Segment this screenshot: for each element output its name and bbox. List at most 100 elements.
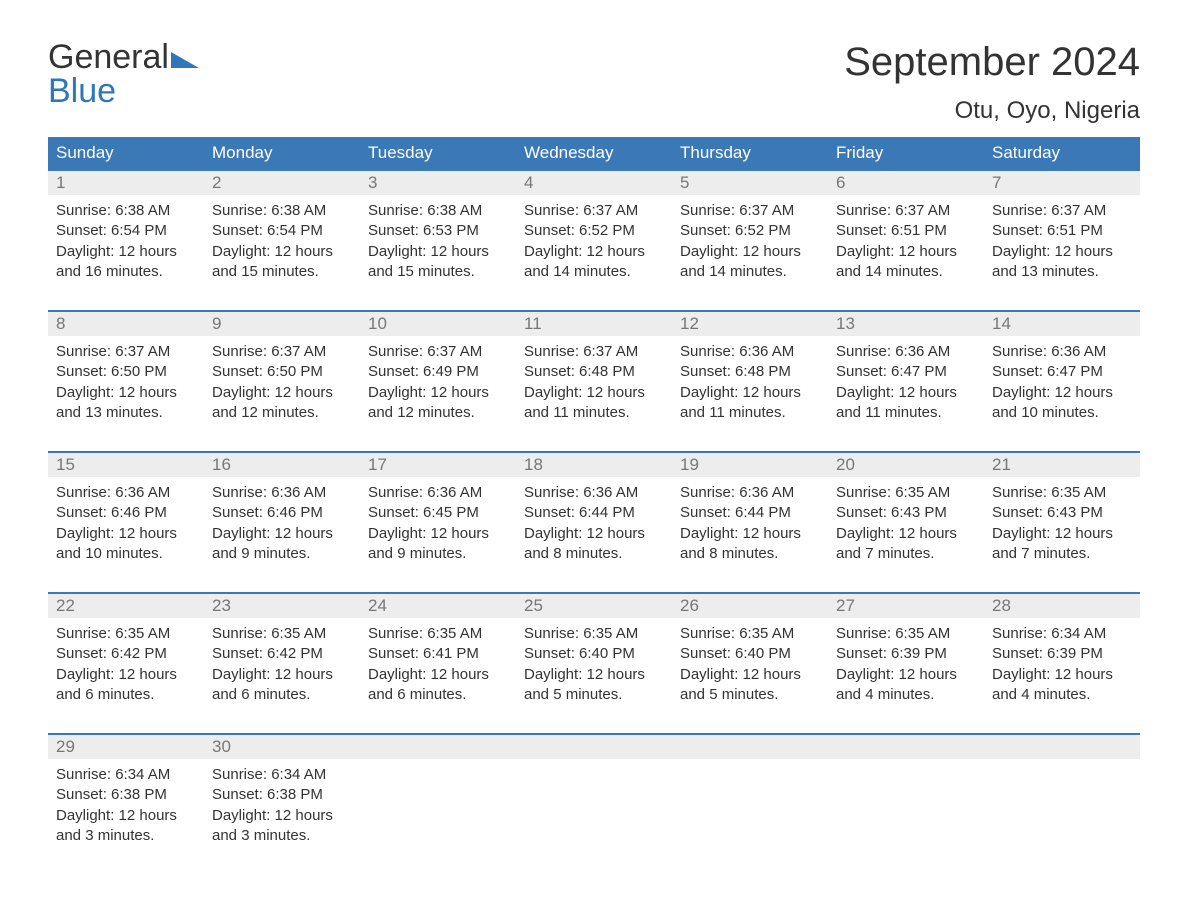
- day-body: Sunrise: 6:38 AMSunset: 6:54 PMDaylight:…: [48, 195, 204, 288]
- sunrise-text: Sunrise: 6:38 AM: [212, 201, 352, 221]
- calendar-day: [984, 735, 1140, 852]
- day-body: Sunrise: 6:36 AMSunset: 6:46 PMDaylight:…: [204, 477, 360, 570]
- day-body: Sunrise: 6:35 AMSunset: 6:41 PMDaylight:…: [360, 618, 516, 711]
- daylight-line2: and 7 minutes.: [992, 544, 1132, 564]
- calendar-day: 24Sunrise: 6:35 AMSunset: 6:41 PMDayligh…: [360, 594, 516, 711]
- daylight-line1: Daylight: 12 hours: [368, 383, 508, 403]
- daylight-line2: and 15 minutes.: [368, 262, 508, 282]
- sunrise-text: Sunrise: 6:35 AM: [680, 624, 820, 644]
- day-number: [828, 735, 984, 759]
- daylight-line2: and 9 minutes.: [212, 544, 352, 564]
- day-body: Sunrise: 6:35 AMSunset: 6:43 PMDaylight:…: [828, 477, 984, 570]
- day-body: Sunrise: 6:37 AMSunset: 6:51 PMDaylight:…: [984, 195, 1140, 288]
- day-number: 22: [48, 594, 204, 618]
- sunset-text: Sunset: 6:40 PM: [680, 644, 820, 664]
- daylight-line2: and 14 minutes.: [680, 262, 820, 282]
- sunrise-text: Sunrise: 6:37 AM: [524, 201, 664, 221]
- logo-flag-icon: [171, 40, 199, 74]
- sunrise-text: Sunrise: 6:35 AM: [836, 624, 976, 644]
- sunrise-text: Sunrise: 6:36 AM: [680, 342, 820, 362]
- day-number: 11: [516, 312, 672, 336]
- day-number: 4: [516, 171, 672, 195]
- daylight-line2: and 5 minutes.: [680, 685, 820, 705]
- day-body: Sunrise: 6:36 AMSunset: 6:44 PMDaylight:…: [516, 477, 672, 570]
- calendar-day: 15Sunrise: 6:36 AMSunset: 6:46 PMDayligh…: [48, 453, 204, 570]
- day-number: 24: [360, 594, 516, 618]
- sunset-text: Sunset: 6:46 PM: [56, 503, 196, 523]
- day-body: Sunrise: 6:34 AMSunset: 6:38 PMDaylight:…: [48, 759, 204, 852]
- calendar-day: 13Sunrise: 6:36 AMSunset: 6:47 PMDayligh…: [828, 312, 984, 429]
- sunrise-text: Sunrise: 6:35 AM: [836, 483, 976, 503]
- daylight-line2: and 14 minutes.: [524, 262, 664, 282]
- day-number: 9: [204, 312, 360, 336]
- day-number: 30: [204, 735, 360, 759]
- daylight-line1: Daylight: 12 hours: [524, 242, 664, 262]
- day-number: 3: [360, 171, 516, 195]
- day-body: Sunrise: 6:37 AMSunset: 6:49 PMDaylight:…: [360, 336, 516, 429]
- calendar-day: 18Sunrise: 6:36 AMSunset: 6:44 PMDayligh…: [516, 453, 672, 570]
- sunset-text: Sunset: 6:53 PM: [368, 221, 508, 241]
- day-body: Sunrise: 6:37 AMSunset: 6:52 PMDaylight:…: [672, 195, 828, 288]
- daylight-line1: Daylight: 12 hours: [680, 665, 820, 685]
- weekday-sunday: Sunday: [48, 137, 204, 169]
- sunset-text: Sunset: 6:40 PM: [524, 644, 664, 664]
- sunrise-text: Sunrise: 6:37 AM: [212, 342, 352, 362]
- day-number: 16: [204, 453, 360, 477]
- day-body: Sunrise: 6:36 AMSunset: 6:46 PMDaylight:…: [48, 477, 204, 570]
- daylight-line1: Daylight: 12 hours: [56, 806, 196, 826]
- calendar-day: 7Sunrise: 6:37 AMSunset: 6:51 PMDaylight…: [984, 171, 1140, 288]
- sunset-text: Sunset: 6:42 PM: [56, 644, 196, 664]
- day-body: Sunrise: 6:36 AMSunset: 6:45 PMDaylight:…: [360, 477, 516, 570]
- sunrise-text: Sunrise: 6:38 AM: [368, 201, 508, 221]
- sunrise-text: Sunrise: 6:34 AM: [56, 765, 196, 785]
- sunset-text: Sunset: 6:54 PM: [56, 221, 196, 241]
- logo-text-top: General: [48, 40, 199, 74]
- calendar-day: 20Sunrise: 6:35 AMSunset: 6:43 PMDayligh…: [828, 453, 984, 570]
- sunset-text: Sunset: 6:52 PM: [524, 221, 664, 241]
- day-number: 21: [984, 453, 1140, 477]
- calendar-day: 30Sunrise: 6:34 AMSunset: 6:38 PMDayligh…: [204, 735, 360, 852]
- weeks-host: 1Sunrise: 6:38 AMSunset: 6:54 PMDaylight…: [48, 169, 1140, 852]
- sunrise-text: Sunrise: 6:35 AM: [56, 624, 196, 644]
- daylight-line1: Daylight: 12 hours: [992, 242, 1132, 262]
- sunrise-text: Sunrise: 6:38 AM: [56, 201, 196, 221]
- day-number: [672, 735, 828, 759]
- day-number: 27: [828, 594, 984, 618]
- calendar-day: 16Sunrise: 6:36 AMSunset: 6:46 PMDayligh…: [204, 453, 360, 570]
- day-body: Sunrise: 6:37 AMSunset: 6:52 PMDaylight:…: [516, 195, 672, 288]
- daylight-line1: Daylight: 12 hours: [368, 524, 508, 544]
- day-number: [516, 735, 672, 759]
- location-label: Otu, Oyo, Nigeria: [844, 97, 1140, 125]
- daylight-line2: and 15 minutes.: [212, 262, 352, 282]
- sunrise-text: Sunrise: 6:35 AM: [212, 624, 352, 644]
- day-body: Sunrise: 6:35 AMSunset: 6:40 PMDaylight:…: [516, 618, 672, 711]
- daylight-line2: and 3 minutes.: [212, 826, 352, 846]
- daylight-line2: and 13 minutes.: [56, 403, 196, 423]
- calendar-day: [516, 735, 672, 852]
- daylight-line2: and 5 minutes.: [524, 685, 664, 705]
- day-body: Sunrise: 6:37 AMSunset: 6:51 PMDaylight:…: [828, 195, 984, 288]
- sunrise-text: Sunrise: 6:36 AM: [680, 483, 820, 503]
- daylight-line2: and 4 minutes.: [836, 685, 976, 705]
- sunset-text: Sunset: 6:52 PM: [680, 221, 820, 241]
- daylight-line1: Daylight: 12 hours: [56, 242, 196, 262]
- calendar-day: 6Sunrise: 6:37 AMSunset: 6:51 PMDaylight…: [828, 171, 984, 288]
- daylight-line1: Daylight: 12 hours: [992, 524, 1132, 544]
- weekday-header-row: Sunday Monday Tuesday Wednesday Thursday…: [48, 137, 1140, 169]
- day-body: Sunrise: 6:34 AMSunset: 6:38 PMDaylight:…: [204, 759, 360, 852]
- daylight-line1: Daylight: 12 hours: [212, 242, 352, 262]
- header-row: General Blue September 2024 Otu, Oyo, Ni…: [48, 40, 1140, 125]
- daylight-line1: Daylight: 12 hours: [836, 524, 976, 544]
- daylight-line1: Daylight: 12 hours: [212, 665, 352, 685]
- daylight-line1: Daylight: 12 hours: [680, 242, 820, 262]
- sunrise-text: Sunrise: 6:37 AM: [680, 201, 820, 221]
- calendar-week: 29Sunrise: 6:34 AMSunset: 6:38 PMDayligh…: [48, 733, 1140, 852]
- daylight-line2: and 11 minutes.: [524, 403, 664, 423]
- calendar-week: 22Sunrise: 6:35 AMSunset: 6:42 PMDayligh…: [48, 592, 1140, 711]
- day-number: 15: [48, 453, 204, 477]
- calendar-day: 26Sunrise: 6:35 AMSunset: 6:40 PMDayligh…: [672, 594, 828, 711]
- day-body: Sunrise: 6:34 AMSunset: 6:39 PMDaylight:…: [984, 618, 1140, 711]
- calendar-day: 19Sunrise: 6:36 AMSunset: 6:44 PMDayligh…: [672, 453, 828, 570]
- daylight-line1: Daylight: 12 hours: [680, 524, 820, 544]
- sunset-text: Sunset: 6:48 PM: [680, 362, 820, 382]
